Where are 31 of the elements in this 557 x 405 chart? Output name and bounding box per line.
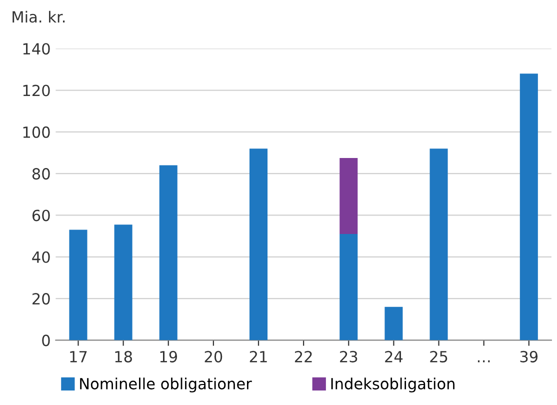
x-tick-label: 23 bbox=[340, 350, 358, 362]
bar bbox=[69, 230, 88, 340]
x-tick-label: 17 bbox=[70, 351, 87, 362]
y-tick-label: 0 bbox=[42, 334, 50, 346]
x-tick-label: 39 bbox=[520, 350, 538, 362]
bar bbox=[159, 165, 178, 340]
x-tick-label: 25 bbox=[430, 350, 448, 362]
bar bbox=[114, 224, 132, 340]
x-tick-label: 21 bbox=[250, 350, 267, 362]
y-axis-title: Mia. kr. bbox=[12, 10, 65, 23]
x-tick-label: 20 bbox=[204, 350, 222, 362]
x-tick-label: 24 bbox=[385, 350, 403, 362]
x-tick-label: … bbox=[478, 360, 490, 362]
y-tick-label: 140 bbox=[23, 43, 50, 55]
legend-label: Indeksobligation bbox=[331, 378, 454, 392]
bar bbox=[520, 74, 538, 340]
bar bbox=[340, 234, 358, 340]
y-tick-label: 120 bbox=[23, 84, 50, 96]
y-tick-label: 60 bbox=[32, 210, 50, 222]
bar bbox=[384, 306, 403, 340]
legend-label: Nominelle obligationer bbox=[80, 378, 252, 392]
bar bbox=[340, 158, 358, 234]
y-tick-label: 80 bbox=[32, 168, 50, 180]
x-tick-label: 18 bbox=[115, 350, 132, 362]
x-tick-label: 19 bbox=[160, 350, 178, 362]
y-tick-label: 40 bbox=[32, 251, 50, 263]
bar bbox=[430, 148, 448, 340]
bar bbox=[249, 148, 268, 340]
y-tick-label: 100 bbox=[23, 126, 50, 138]
y-tick-label: 20 bbox=[32, 293, 50, 305]
x-tick-label: 22 bbox=[294, 350, 312, 362]
